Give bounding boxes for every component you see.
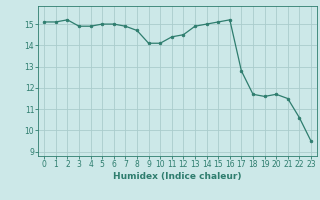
X-axis label: Humidex (Indice chaleur): Humidex (Indice chaleur) [113, 172, 242, 181]
